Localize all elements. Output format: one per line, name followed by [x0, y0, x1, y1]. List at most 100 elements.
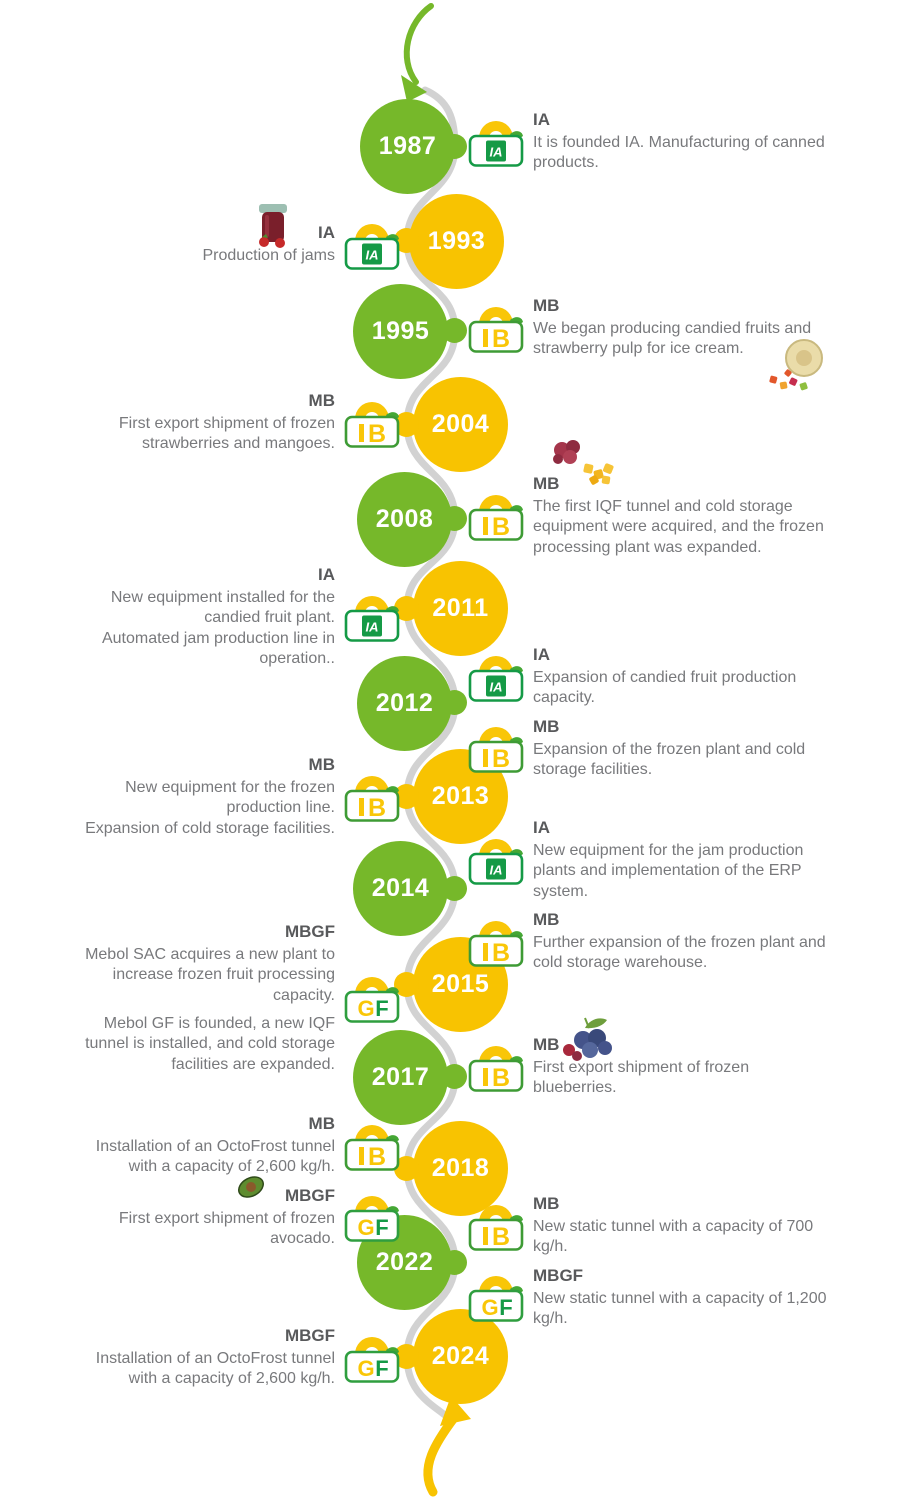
event-description: New static tunnel with a capacity of 1,2…	[533, 1289, 827, 1327]
timeline-entry: IA IA New equipment for the jam producti…	[468, 818, 885, 902]
mb-logo-icon: B	[468, 917, 524, 967]
year-label: 2008	[375, 505, 434, 533]
brand-label: MBGF	[284, 1185, 335, 1205]
event-description: Further expansion of the frozen plant an…	[533, 933, 826, 972]
year-circle-2008: 2008	[357, 472, 452, 567]
svg-text:F: F	[375, 996, 388, 1021]
year-label: 2004	[431, 410, 490, 438]
timeline-entry: B MB The first IQF tunnel and cold stora…	[468, 474, 885, 558]
svg-text:B: B	[492, 513, 510, 541]
svg-text:B: B	[492, 325, 510, 353]
connector-dot-2017	[442, 1064, 467, 1089]
year-label: 1995	[371, 317, 430, 345]
timeline-entry: MB First export shipment of frozen straw…	[43, 391, 400, 455]
connector-dot-2008	[442, 506, 467, 531]
year-label: 2018	[431, 1154, 490, 1182]
year-label: 2012	[375, 689, 434, 717]
year-label: 2011	[432, 594, 489, 622]
year-label: 2014	[371, 874, 430, 902]
mb-logo-icon: B	[468, 491, 524, 541]
brand-label: IA	[318, 223, 335, 243]
year-label: 2015	[431, 970, 490, 998]
event-description: It is founded IA. Manufacturing of canne…	[533, 134, 825, 172]
svg-text:IA: IA	[366, 248, 379, 263]
year-circle-2004: 2004	[413, 377, 508, 472]
event-description: Expansion of candied fruit production ca…	[533, 669, 797, 707]
year-circle-2014: 2014	[353, 841, 448, 936]
brand-label: MB	[308, 1114, 335, 1133]
event-description: Installation of an OctoFrost tunnel with…	[95, 1350, 335, 1388]
event-description: New equipment for the frozen production …	[85, 779, 335, 837]
event-content-2015: MBGF Mebol SAC acquires a new plant to i…	[43, 922, 400, 1075]
event-content-2008: B MB The first IQF tunnel and cold stora…	[468, 474, 885, 558]
event-description: We began producing candied fruits and st…	[533, 320, 812, 358]
event-content-2018: MB Installation of an OctoFrost tunnel w…	[43, 1114, 400, 1249]
mb-logo-icon: B	[344, 1121, 400, 1171]
ia-logo-icon: IA	[344, 220, 400, 270]
svg-text:B: B	[368, 794, 386, 822]
brand-label: MB	[533, 296, 560, 315]
year-circle-1993: 1993	[409, 194, 504, 289]
mb-logo-icon: B	[344, 772, 400, 822]
event-content-2011: IA New equipment installed for the candi…	[43, 565, 400, 669]
timeline-entry: MB New equipment for the frozen producti…	[43, 755, 400, 839]
year-label: 1987	[378, 132, 437, 160]
connector-dot-2012	[442, 690, 467, 715]
svg-text:B: B	[368, 420, 386, 448]
event-description: Mebol GF is founded, a new IQF tunnel is…	[85, 1014, 335, 1073]
event-content-2017: B MB First export shipment of frozen blu…	[468, 1035, 885, 1099]
timeline-entry: IA New equipment installed for the candi…	[43, 565, 400, 669]
timeline-entry: B MB Expansion of the frozen plant and c…	[468, 717, 885, 781]
event-content-2004: MB First export shipment of frozen straw…	[43, 391, 400, 455]
event-description: New equipment for the jam production pla…	[533, 842, 804, 900]
event-description: First export shipment of frozen strawber…	[118, 415, 335, 453]
svg-text:B: B	[368, 1143, 386, 1171]
svg-text:G: G	[481, 1295, 498, 1320]
year-circle-1995: 1995	[353, 284, 448, 379]
svg-text:G: G	[357, 1215, 374, 1240]
mb-logo-icon: B	[468, 723, 524, 773]
svg-text:IA: IA	[366, 620, 379, 635]
timeline-entry: MBGF First export shipment of frozen avo…	[43, 1186, 400, 1250]
connector-dot-1987	[442, 134, 467, 159]
timeline-entry: IA Production of jams IA	[43, 220, 400, 270]
event-description: First export shipment of frozen blueberr…	[533, 1059, 750, 1097]
end-arrow-icon	[423, 1396, 471, 1497]
start-arrow-icon	[401, 3, 434, 102]
event-content-2012: IA IA Expansion of candied fruit product…	[468, 645, 885, 780]
timeline-entry: B MB Further expansion of the frozen pla…	[468, 910, 885, 974]
year-label: 2013	[431, 782, 490, 810]
svg-text:G: G	[357, 996, 374, 1021]
event-description: Installation of an OctoFrost tunnel with…	[95, 1138, 335, 1176]
timeline-entry: IA IA It is founded IA. Manufacturing of…	[468, 110, 885, 174]
ia-logo-icon: IA	[468, 652, 524, 702]
svg-text:IA: IA	[490, 679, 503, 694]
svg-text:F: F	[375, 1356, 388, 1381]
svg-text:B: B	[492, 939, 510, 967]
svg-text:B: B	[492, 1223, 510, 1251]
event-description: First export shipment of frozen avocado.	[118, 1209, 335, 1247]
event-content-1993: IA Production of jams IA	[43, 220, 400, 270]
mb-logo-icon: B	[468, 303, 524, 353]
year-circle-2013: 2013	[413, 749, 508, 844]
year-circle-2011: 2011	[413, 561, 508, 656]
year-label: 2017	[371, 1063, 430, 1091]
brand-label: MBGF	[533, 1265, 584, 1285]
event-description: New equipment installed for the candied …	[101, 589, 335, 667]
timeline-entry: MBGF Installation of an OctoFrost tunnel…	[43, 1326, 400, 1390]
mb-logo-icon: B	[468, 1042, 524, 1092]
svg-text:IA: IA	[490, 862, 503, 877]
event-content-2014: IA IA New equipment for the jam producti…	[468, 818, 885, 974]
timeline-entry: B MB New static tunnel with a capacity o…	[468, 1194, 885, 1258]
ia-logo-icon: IA	[468, 117, 524, 167]
event-content-2013: MB New equipment for the frozen producti…	[43, 755, 400, 839]
event-content-1987: IA IA It is founded IA. Manufacturing of…	[468, 110, 885, 174]
year-label: 2022	[375, 1248, 434, 1276]
svg-text:B: B	[492, 745, 510, 773]
event-description: New static tunnel with a capacity of 700…	[533, 1218, 814, 1256]
brand-label: MB	[533, 716, 560, 736]
